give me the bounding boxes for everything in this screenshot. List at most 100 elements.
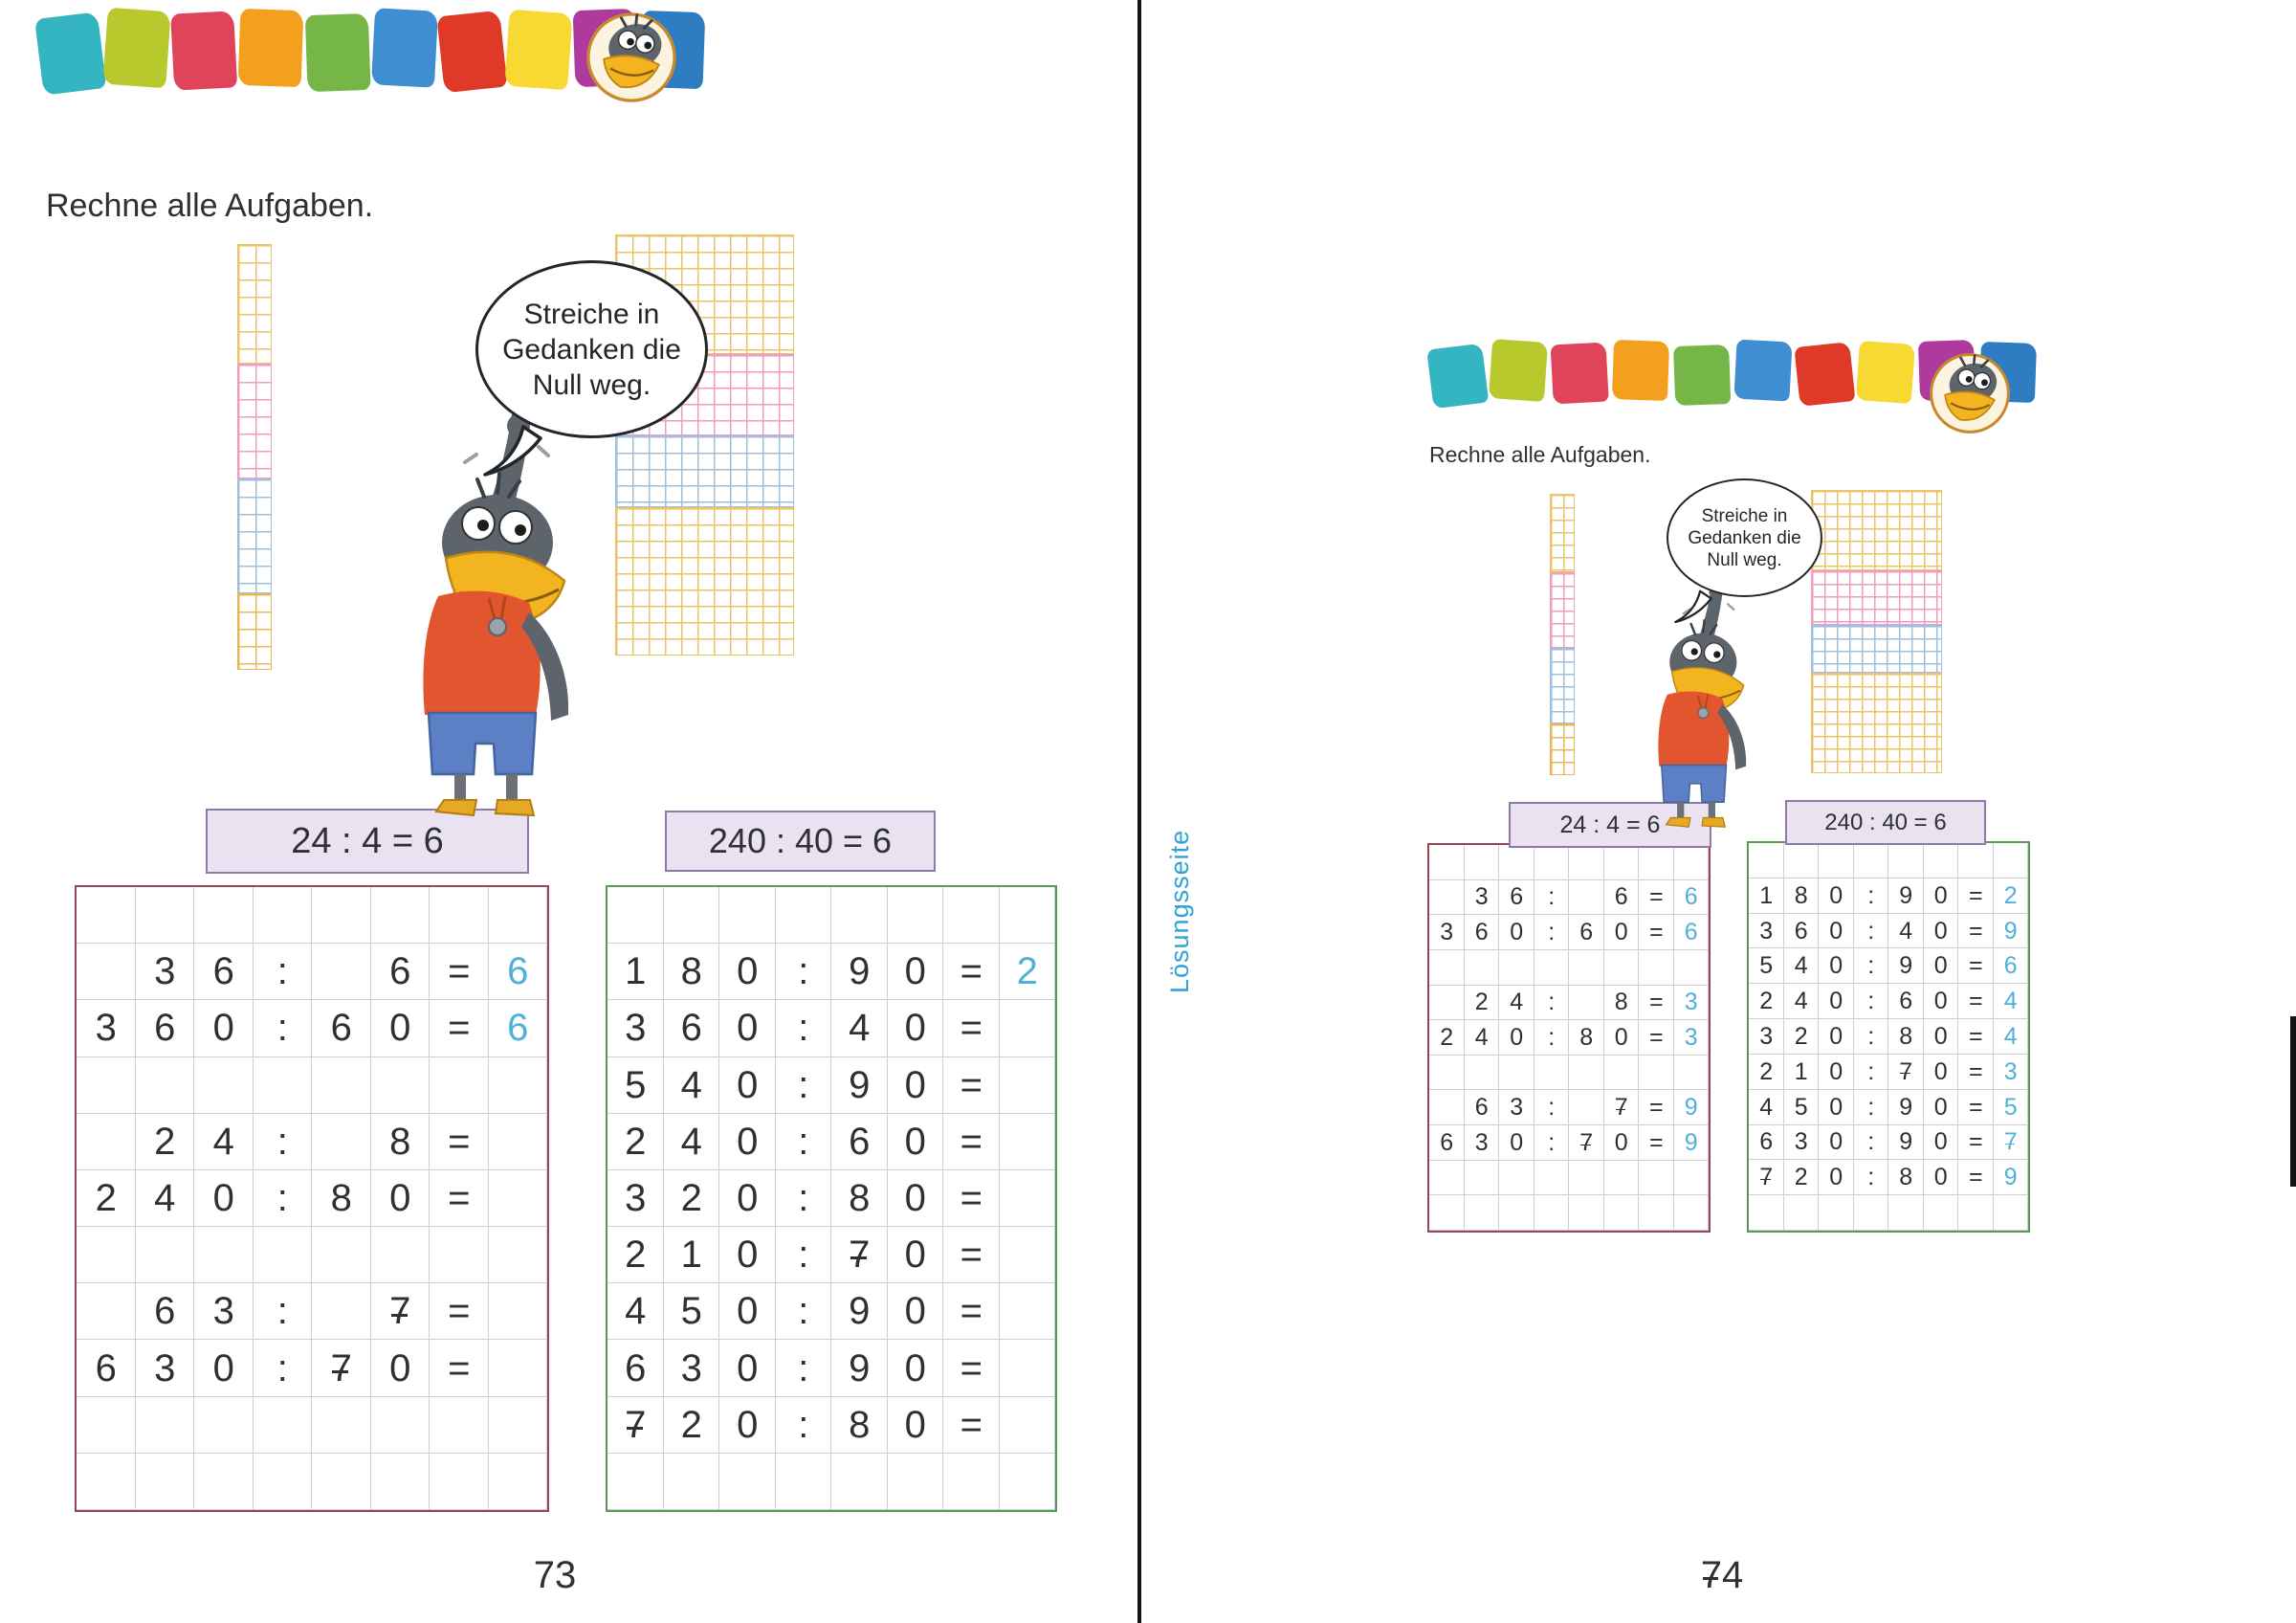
decor-grid-section bbox=[1550, 572, 1575, 648]
answer-cell[interactable] bbox=[489, 1454, 548, 1510]
answer-cell[interactable] bbox=[489, 1283, 548, 1340]
watercolor-square bbox=[1550, 342, 1609, 405]
grid-cell bbox=[254, 1057, 313, 1114]
division-grid-tens: 3 6:6 = 6 3 6 0:6 0 = 6 2 4:8 = 2 4 0:8 0 = 6 3:7 = 6 3 0:7 0 = bbox=[75, 885, 549, 1512]
answer-cell[interactable] bbox=[1000, 1227, 1056, 1283]
answer-cell[interactable] bbox=[489, 1340, 548, 1396]
grid-cell: 0 bbox=[194, 1000, 254, 1056]
grid-cell bbox=[1639, 1161, 1674, 1196]
grid-cell bbox=[136, 1454, 195, 1510]
grid-cell bbox=[77, 1114, 136, 1170]
grid-cell: 8 bbox=[312, 1170, 371, 1227]
grid-cell: 0 bbox=[1924, 1125, 1959, 1161]
answer-cell[interactable] bbox=[489, 887, 548, 944]
grid-cell: 6 bbox=[1465, 1090, 1500, 1125]
answer-cell[interactable] bbox=[1994, 1195, 2029, 1231]
answer-cell: 5 bbox=[1994, 1090, 2029, 1125]
answer-cell: 2 bbox=[1000, 944, 1056, 1000]
grid-cell: 9 bbox=[831, 1057, 888, 1114]
grid-cell bbox=[371, 1397, 430, 1454]
grid-cell: 0 bbox=[1819, 1160, 1854, 1195]
grid-cell: = bbox=[430, 1000, 489, 1056]
grid-cell: 4 bbox=[1888, 914, 1924, 949]
grid-cell: 6 bbox=[607, 1340, 664, 1396]
answer-cell[interactable] bbox=[489, 1114, 548, 1170]
grid-cell bbox=[77, 887, 136, 944]
answer-cell[interactable] bbox=[489, 1227, 548, 1283]
answer-cell[interactable] bbox=[1000, 1340, 1056, 1396]
grid-cell: 2 bbox=[1784, 1160, 1820, 1195]
answer-cell[interactable] bbox=[1000, 1397, 1056, 1454]
answer-cell[interactable] bbox=[1674, 950, 1710, 986]
grid-cell bbox=[1534, 845, 1570, 880]
grid-cell bbox=[77, 1057, 136, 1114]
grid-cell bbox=[430, 887, 489, 944]
grid-cell: 8 bbox=[371, 1114, 430, 1170]
grid-cell bbox=[312, 944, 371, 1000]
grid-cell bbox=[1749, 1195, 1784, 1231]
grid-cell: 0 bbox=[888, 1227, 944, 1283]
grid-cell bbox=[1429, 1090, 1465, 1125]
answer-cell[interactable] bbox=[1000, 1454, 1056, 1510]
answer-cell[interactable] bbox=[1000, 1170, 1056, 1227]
grid-cell: = bbox=[1639, 1020, 1674, 1056]
grid-cell: 2 bbox=[664, 1397, 720, 1454]
answer-cell[interactable] bbox=[1674, 1056, 1710, 1091]
answer-cell[interactable] bbox=[1000, 1000, 1056, 1056]
answer-cell[interactable] bbox=[1994, 843, 2029, 878]
grid-cell bbox=[1534, 1161, 1570, 1196]
grid-cell: : bbox=[1854, 984, 1889, 1019]
grid-cell: 2 bbox=[664, 1170, 720, 1227]
answer-cell[interactable] bbox=[1000, 1057, 1056, 1114]
answer-cell[interactable] bbox=[489, 1397, 548, 1454]
grid-cell: : bbox=[254, 1170, 313, 1227]
grid-cell: 8 bbox=[831, 1170, 888, 1227]
answer-cell[interactable] bbox=[1674, 845, 1710, 880]
answer-cell[interactable] bbox=[1674, 1195, 1710, 1231]
grid-cell bbox=[1534, 1195, 1570, 1231]
grid-cell: 0 bbox=[1819, 1125, 1854, 1161]
grid-cell bbox=[371, 887, 430, 944]
grid-cell bbox=[254, 887, 313, 944]
decor-grid-section bbox=[615, 507, 794, 656]
answer-cell[interactable] bbox=[489, 1170, 548, 1227]
grid-cell bbox=[1854, 1195, 1889, 1231]
watercolor-square bbox=[504, 9, 573, 91]
grid-cell: 6 bbox=[194, 944, 254, 1000]
grid-cell bbox=[1639, 1056, 1674, 1091]
grid-cell bbox=[1784, 843, 1820, 878]
grid-cell bbox=[719, 887, 776, 944]
grid-cell: 3 bbox=[1499, 1090, 1534, 1125]
grid-cell: 4 bbox=[1784, 948, 1820, 984]
crossed-seven: 7 bbox=[330, 1346, 352, 1390]
page-number: 73 bbox=[533, 1554, 577, 1596]
grid-cell: = bbox=[943, 1397, 1000, 1454]
grid-cell: 0 bbox=[1924, 1090, 1959, 1125]
answer-cell[interactable] bbox=[1000, 887, 1056, 944]
answer-cell: 4 bbox=[1994, 984, 2029, 1019]
watercolor-square bbox=[102, 7, 171, 89]
answer-cell[interactable] bbox=[1000, 1283, 1056, 1340]
answer-cell[interactable] bbox=[1674, 1161, 1710, 1196]
grid-cell bbox=[1604, 1161, 1640, 1196]
grid-cell: 4 bbox=[664, 1114, 720, 1170]
grid-cell: : bbox=[1854, 878, 1889, 914]
answer-cell: 6 bbox=[1674, 880, 1710, 916]
grid-cell: : bbox=[1534, 986, 1570, 1021]
crossed-seven: 7 bbox=[389, 1290, 411, 1333]
grid-cell: = bbox=[1639, 1125, 1674, 1161]
grid-cell: = bbox=[1639, 915, 1674, 950]
grid-cell: 2 bbox=[607, 1114, 664, 1170]
crossed-seven: 7 bbox=[625, 1403, 647, 1446]
answer-cell[interactable] bbox=[489, 1057, 548, 1114]
grid-cell: 0 bbox=[1924, 1019, 1959, 1055]
grid-cell bbox=[136, 1057, 195, 1114]
answer-cell: 9 bbox=[1674, 1125, 1710, 1161]
grid-cell: 7 bbox=[831, 1227, 888, 1283]
grid-cell: 0 bbox=[1924, 914, 1959, 949]
grid-cell bbox=[194, 1057, 254, 1114]
answer-cell[interactable] bbox=[1000, 1114, 1056, 1170]
grid-cell: 0 bbox=[371, 1000, 430, 1056]
decor-grid-section bbox=[1811, 673, 1942, 773]
grid-cell: 0 bbox=[194, 1170, 254, 1227]
